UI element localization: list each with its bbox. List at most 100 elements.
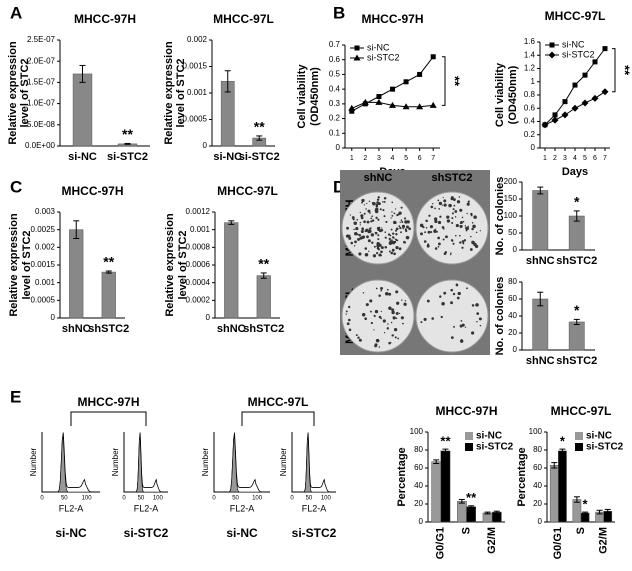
colony — [391, 310, 395, 315]
chart-title: MHCC-97H — [361, 12, 423, 26]
panel-letter: E — [10, 387, 21, 406]
bar — [568, 321, 585, 351]
colony — [466, 202, 470, 206]
colony — [353, 221, 357, 226]
marker — [591, 94, 599, 102]
colony — [370, 233, 375, 237]
y-tick-label: 0 — [513, 345, 518, 354]
colony — [450, 239, 454, 242]
colony — [376, 251, 379, 255]
colony — [419, 223, 424, 228]
legend-label: si-NC — [586, 431, 612, 442]
colony — [348, 328, 352, 332]
annotation: ** — [440, 434, 451, 449]
colony — [457, 291, 461, 296]
colony — [393, 327, 398, 332]
x-axis-label: FL2-A — [134, 503, 159, 513]
colony — [386, 288, 389, 291]
colony — [394, 240, 397, 244]
colony — [465, 226, 469, 231]
colony — [450, 196, 454, 200]
marker — [361, 98, 369, 105]
colony — [400, 219, 403, 221]
colony — [354, 232, 358, 236]
colony — [374, 231, 377, 234]
colony — [374, 209, 376, 211]
colony — [363, 220, 366, 224]
y-tick-label: 80 — [508, 277, 517, 286]
y-tick-label: 100 — [504, 211, 518, 220]
colony — [390, 321, 393, 324]
colony — [448, 203, 452, 208]
colony — [433, 229, 437, 233]
histogram-g1 — [292, 436, 336, 493]
y-axis-label: Number — [201, 447, 210, 476]
y-tick-label: 50 — [508, 228, 517, 237]
y-axis-label: Number — [111, 447, 120, 476]
x-tick-label: 50 — [232, 496, 239, 502]
legend-label: si-STC2 — [476, 442, 514, 453]
y-axis-label: Cell viability — [296, 64, 308, 129]
y-axis-label: level of STC2 — [21, 230, 33, 299]
colony — [460, 221, 463, 224]
sample-label: si-NC — [55, 526, 87, 540]
y-tick-label: 0.0015 — [31, 260, 56, 269]
colony — [461, 240, 465, 243]
panel-letter: A — [10, 3, 22, 22]
colony — [345, 313, 347, 315]
colony — [383, 331, 386, 334]
colony — [400, 316, 404, 320]
colony — [426, 299, 430, 303]
x-tick-label: 100 — [82, 496, 93, 502]
colony — [368, 250, 370, 253]
colony — [434, 207, 436, 210]
y-tick-label: 0.1 — [329, 128, 341, 137]
colony — [366, 220, 370, 224]
colony — [388, 250, 391, 253]
colony — [452, 198, 456, 201]
legend-label: si-NC — [476, 431, 502, 442]
y-tick-label: 60 — [533, 463, 542, 472]
colony — [456, 285, 458, 287]
frame — [213, 432, 270, 493]
colony — [451, 212, 454, 215]
colony — [452, 208, 455, 211]
colony — [383, 200, 386, 203]
colony — [369, 310, 372, 313]
y-tick-label: 0.001 — [35, 278, 56, 287]
y-tick-label: 80 — [414, 445, 423, 454]
colony — [464, 326, 467, 328]
legend-label: si-STC2 — [367, 52, 400, 62]
colony — [442, 196, 444, 199]
colony — [382, 319, 386, 323]
colony — [370, 220, 373, 223]
marker — [592, 59, 598, 65]
y-axis-label: Percentage — [396, 447, 408, 506]
colony — [388, 241, 393, 245]
bar — [431, 461, 442, 523]
colony — [479, 230, 481, 232]
marker — [354, 45, 360, 51]
colony — [406, 221, 409, 223]
x-tick-label: shSTC2 — [556, 355, 597, 367]
x-tick-label: 0 — [212, 496, 216, 502]
marker — [551, 116, 559, 124]
colony — [378, 253, 382, 257]
colony — [348, 318, 351, 322]
y-tick-label: 0.002 — [35, 242, 56, 251]
colony — [374, 309, 379, 314]
column-label: shSTC2 — [432, 172, 473, 184]
colony — [390, 217, 392, 219]
colony — [454, 216, 457, 218]
x-tick-label: shNC — [526, 255, 555, 267]
colony — [364, 229, 367, 233]
x-tick-label: S — [460, 527, 472, 534]
bracket — [241, 411, 315, 426]
x-tick-label: 0 — [122, 496, 126, 502]
colony — [348, 234, 350, 237]
marker — [582, 72, 588, 78]
y-tick-label: 0.0025 — [31, 225, 56, 234]
colony — [394, 229, 398, 232]
y-tick-label: 0.0005 — [183, 115, 208, 124]
